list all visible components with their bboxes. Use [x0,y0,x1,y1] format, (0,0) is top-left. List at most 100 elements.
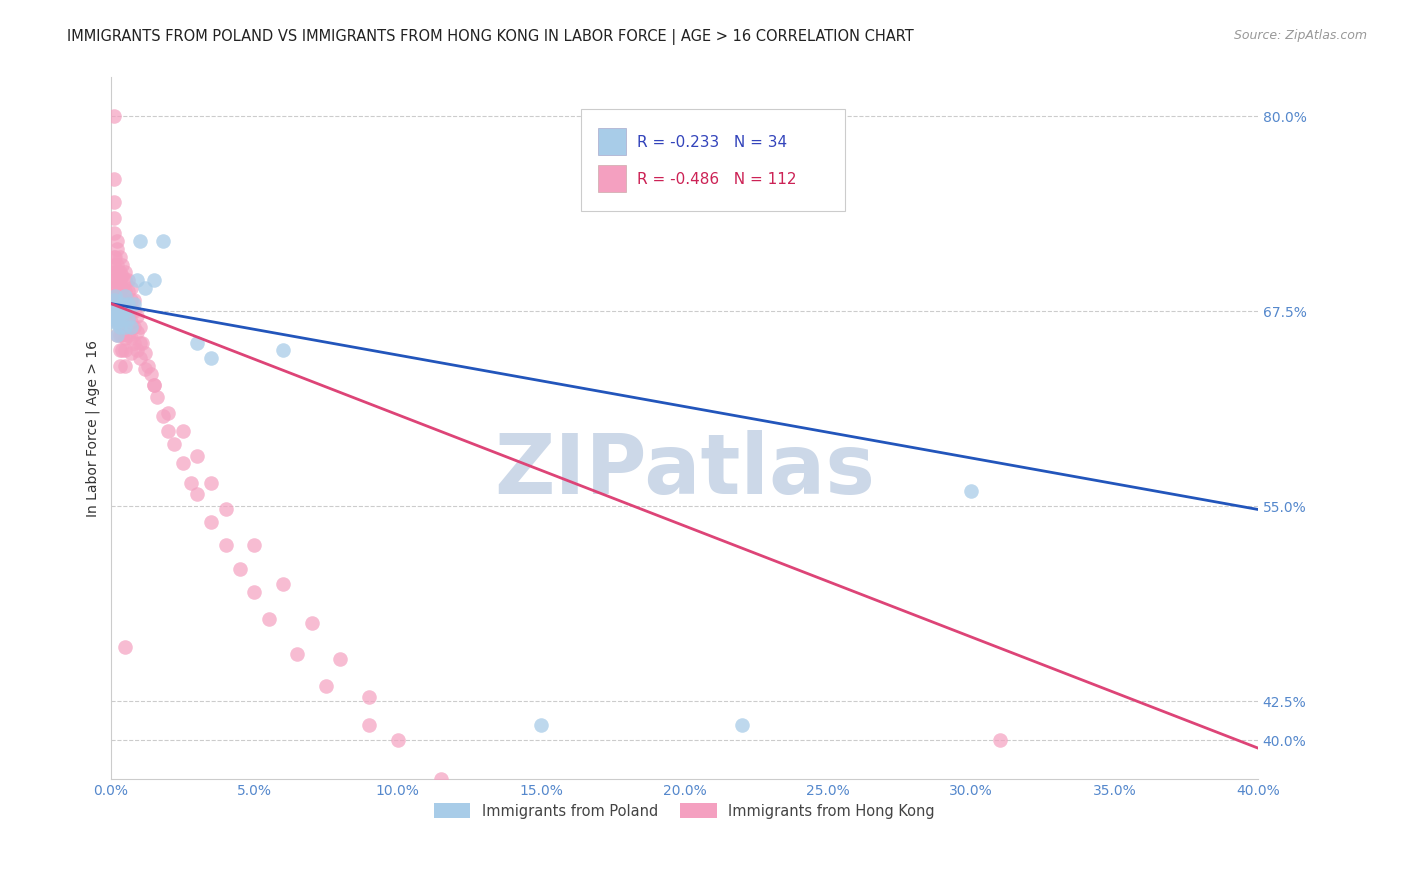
Point [122,296,145,310]
Point [111,343,134,358]
Point [103,281,125,295]
Point [105,258,128,272]
Point [105,309,128,323]
Point [134,362,156,376]
Legend: Immigrants from Poland, Immigrants from Hong Kong: Immigrants from Poland, Immigrants from … [427,797,941,824]
Point [122,293,145,308]
Point [157,425,180,439]
Point [128,320,150,334]
Point [103,284,125,298]
Point [103,309,125,323]
Point [114,359,136,373]
Point [285,648,308,662]
Point [105,327,128,342]
Point [103,171,125,186]
Point [214,502,236,516]
Point [111,268,134,283]
Point [120,346,142,360]
Point [108,359,131,373]
Point [104,289,127,303]
Point [114,284,136,298]
Point [429,772,451,787]
Point [172,456,194,470]
Point [120,320,142,334]
Point [139,367,162,381]
Point [114,320,136,334]
Bar [599,165,626,192]
Point [117,296,139,310]
Point [172,425,194,439]
Point [125,273,148,287]
Point [117,296,139,310]
Point [117,273,139,287]
Point [200,515,222,529]
Point [108,343,131,358]
Point [103,258,125,272]
Point [105,242,128,256]
Point [125,325,148,339]
Point [125,343,148,358]
Point [329,652,352,666]
Point [105,315,128,329]
Point [357,717,380,731]
Point [111,312,134,326]
Y-axis label: In Labor Force | Age > 16: In Labor Force | Age > 16 [86,340,100,516]
Point [103,273,125,287]
Point [104,265,127,279]
Point [103,227,125,241]
Point [186,487,208,501]
Point [163,437,186,451]
Point [243,585,266,599]
Point [186,335,208,350]
Point [114,343,136,358]
Point [131,335,153,350]
Point [108,250,131,264]
Point [142,377,165,392]
Point [114,640,136,654]
Point [101,289,124,303]
Point [117,312,139,326]
Point [200,351,222,366]
Point [117,312,139,326]
Point [136,359,159,373]
Bar [599,128,626,154]
Point [315,679,337,693]
Point [186,450,208,464]
Point [111,281,134,295]
Point [104,250,127,264]
Point [134,346,156,360]
Point [146,390,169,404]
Point [120,331,142,345]
Point [111,258,134,272]
Point [114,289,136,303]
Point [108,327,131,342]
Point [103,211,125,225]
Point [108,296,131,310]
Point [271,577,294,591]
Point [120,315,142,329]
Point [114,331,136,345]
Text: Source: ZipAtlas.com: Source: ZipAtlas.com [1233,29,1367,42]
Point [105,273,128,287]
Point [107,265,129,279]
Point [108,312,131,326]
Text: R = -0.486   N = 112: R = -0.486 N = 112 [637,171,797,186]
Point [105,304,128,318]
Point [111,293,134,308]
Point [229,562,252,576]
Point [114,320,136,334]
Point [142,377,165,392]
Point [111,296,134,310]
Point [111,327,134,342]
Point [120,281,142,295]
Point [103,296,125,310]
Point [105,327,128,342]
Point [122,304,145,318]
Point [128,335,150,350]
Point [731,717,754,731]
Point [387,733,409,747]
Point [114,296,136,310]
Point [103,315,125,329]
Point [105,289,128,303]
Point [120,293,142,308]
